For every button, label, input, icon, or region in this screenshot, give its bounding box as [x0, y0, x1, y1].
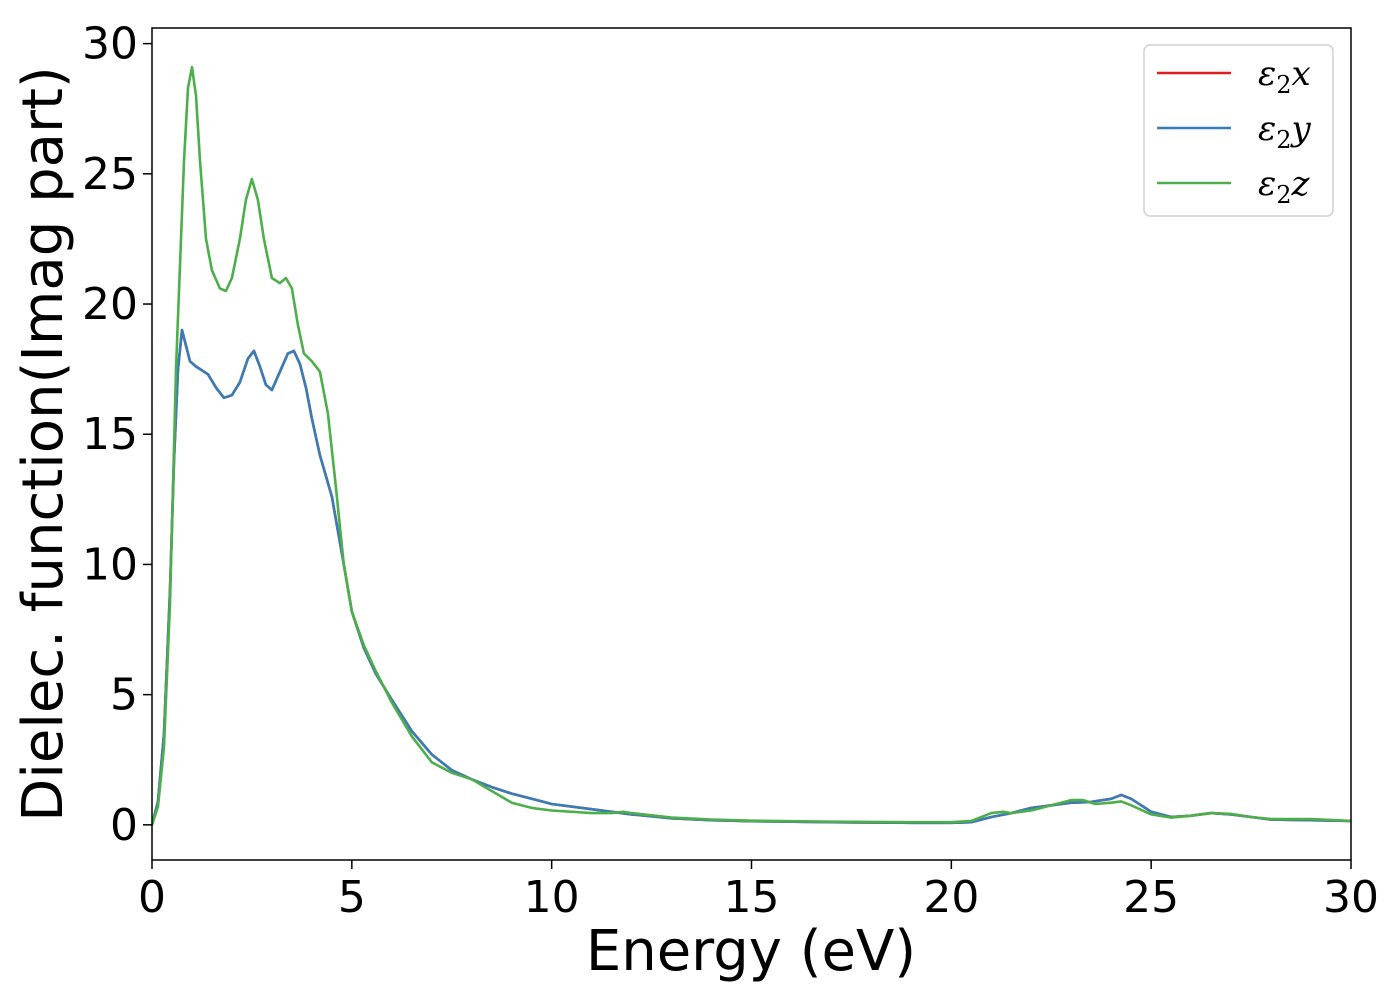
x-tick-label: 0	[138, 872, 166, 923]
series-line-z	[152, 65, 1351, 827]
legend-label-x: ε2x	[1258, 54, 1311, 99]
x-tick-label: 10	[524, 872, 580, 923]
x-axis: 0 5 10 15 20 25 30	[138, 860, 1379, 923]
y-tick-label: 15	[82, 409, 138, 460]
y-tick-label: 5	[110, 670, 138, 721]
x-tick-label: 25	[1123, 872, 1179, 923]
y-axis: 0 5 10 15 20 25 30	[82, 19, 152, 851]
series-line-x	[152, 328, 1351, 827]
x-tick-label: 15	[724, 872, 780, 923]
legend-label-z: ε2z	[1258, 164, 1311, 209]
series-layer	[152, 65, 1351, 827]
y-tick-label: 25	[82, 149, 138, 200]
y-axis-label: Dielec. function(Imag part)	[11, 66, 76, 822]
x-tick-label: 30	[1323, 872, 1379, 923]
x-axis-label: Energy (eV)	[586, 919, 916, 984]
legend-label-y: ε2y	[1258, 109, 1312, 154]
series-line-y	[152, 328, 1351, 827]
x-tick-label: 5	[338, 872, 366, 923]
y-tick-label: 10	[82, 539, 138, 590]
x-tick-label: 20	[923, 872, 979, 923]
legend: ε2x ε2y ε2z	[1143, 44, 1334, 217]
y-tick-label: 20	[82, 279, 138, 330]
y-tick-label: 30	[82, 19, 138, 70]
legend-box	[1143, 44, 1334, 217]
y-tick-label: 0	[110, 800, 138, 851]
